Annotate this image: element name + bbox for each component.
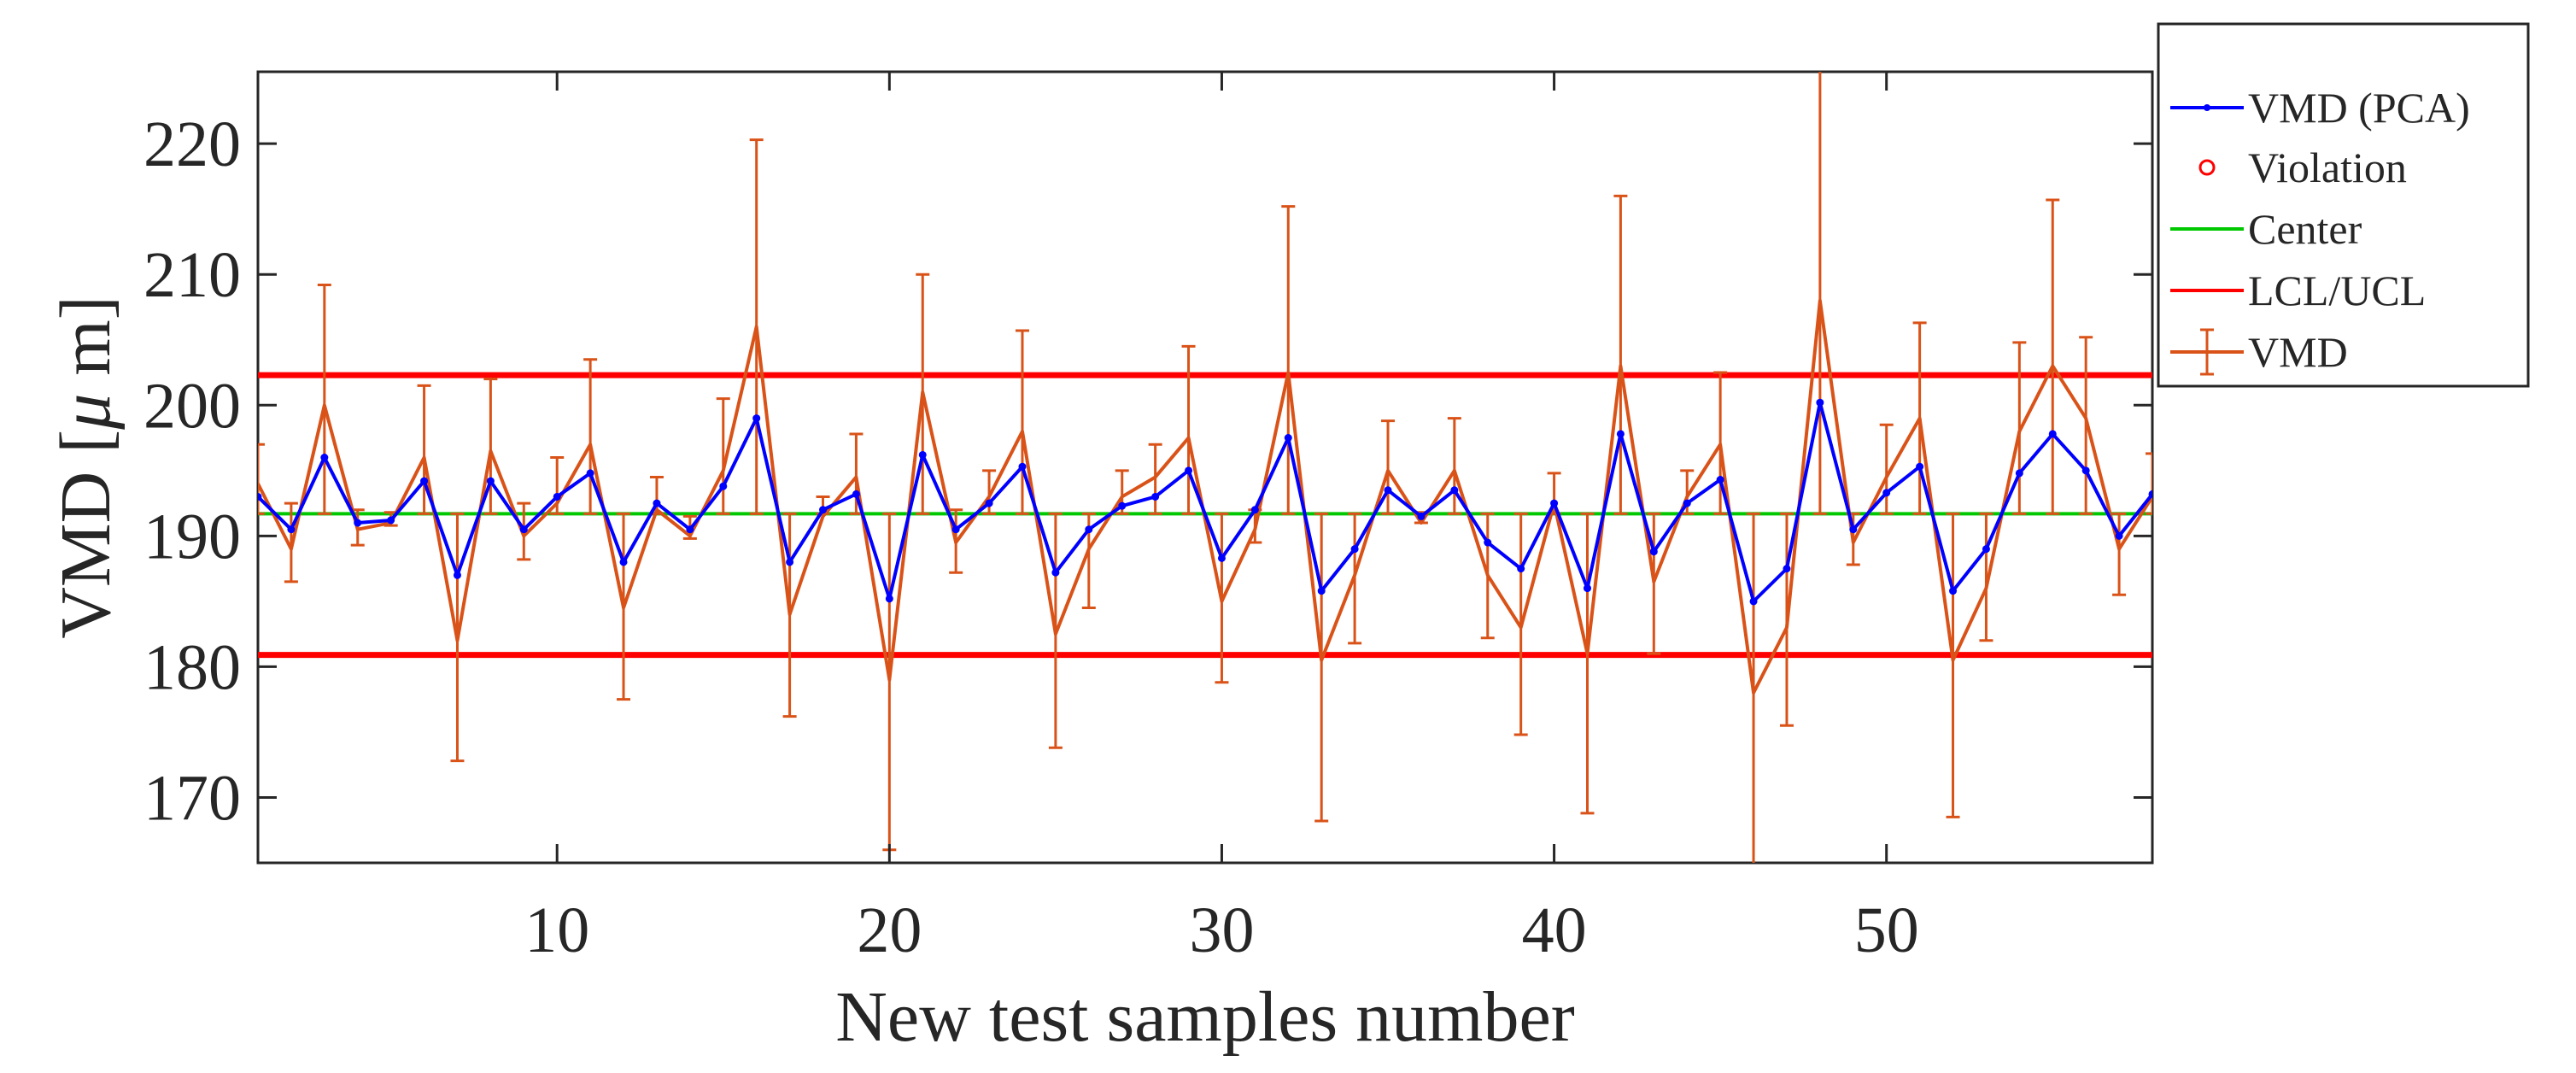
vmd-pca-point <box>2048 430 2057 438</box>
y-axis-label: VMD [μ m] <box>46 296 126 638</box>
vmd-pca-point <box>420 477 429 485</box>
vmd-pca-point <box>619 558 628 566</box>
vmd-series-line <box>258 298 2152 695</box>
vmd-pca-series-line <box>258 401 2152 603</box>
vmd-pca-point <box>1317 587 1326 595</box>
vmd-pca-point <box>1982 545 1990 554</box>
vmd-pca-point <box>486 477 495 485</box>
legend-label-center: Center <box>2248 205 2362 253</box>
legend-label-vmd: VMD <box>2248 328 2348 376</box>
vmd-pca-point <box>918 450 927 459</box>
y-axis-label-mu: μ <box>46 394 126 431</box>
legend-label-vmd-pca: VMD (PCA) <box>2248 84 2470 132</box>
vmd-pca-point <box>519 525 528 534</box>
y-tick-label: 180 <box>143 631 241 703</box>
vmd-pca-point <box>1350 545 1359 554</box>
vmd-pca-point <box>354 519 362 527</box>
vmd-pca-point <box>2081 466 2090 475</box>
vmd-pca-point <box>1649 548 1658 556</box>
y-tick-label: 200 <box>143 370 241 442</box>
x-tick-label: 40 <box>1522 894 1587 966</box>
vmd-pca-point <box>786 558 794 566</box>
vmd-pca-point <box>1250 506 1259 514</box>
vmd-pca-point <box>686 525 694 534</box>
vmd-pca-point <box>1517 565 1525 573</box>
vmd-pca-point <box>1085 525 1093 534</box>
vmd-pca-point <box>1151 492 1160 501</box>
y-tick-label: 170 <box>143 762 241 834</box>
vmd-pca-point <box>1450 486 1459 495</box>
vmd-pca-point <box>2115 531 2123 540</box>
vmd-pca-point <box>287 525 296 534</box>
vmd-pca-point <box>1683 499 1691 507</box>
vmd-pca-point <box>852 490 860 498</box>
legend-label-violation: Violation <box>2248 144 2407 191</box>
vmd-pca-point <box>1284 434 1292 443</box>
vmd-pca-point <box>1849 525 1858 534</box>
vmd-pca-point <box>985 499 993 507</box>
vmd-pca-point <box>258 492 262 501</box>
vmd-pca-point <box>1018 462 1027 471</box>
vmd-pca-point <box>1051 568 1060 577</box>
vmd-pca-point <box>1417 512 1426 520</box>
legend: VMD (PCA) Violation Center LCL/UCL VMD <box>2157 22 2530 388</box>
vmd-pca-point <box>1217 554 1226 562</box>
x-tick-label: 50 <box>1854 894 1919 966</box>
y-axis-label-prefix: VMD [ <box>46 430 126 639</box>
vmd-pca-point <box>752 414 761 423</box>
x-tick-label: 10 <box>524 894 589 966</box>
y-axis-label-suffix: m] <box>46 296 126 393</box>
x-axis-label: New test samples number <box>835 977 1574 1057</box>
vmd-pca-point <box>1949 587 1958 595</box>
vmd-pca-point <box>553 492 561 501</box>
vmd-pca-point <box>719 482 728 490</box>
vmd-pca-point <box>2148 490 2152 498</box>
vmd-pca-point <box>1616 430 1625 438</box>
vmd-pca-point <box>2015 469 2023 478</box>
vmd-pca-point <box>819 506 828 514</box>
vmd-pca-point <box>1882 489 1891 497</box>
vmd-pca-point <box>1550 499 1559 507</box>
x-tick-label: 30 <box>1189 894 1254 966</box>
y-tick-label: 220 <box>143 108 241 180</box>
vmd-pca-point <box>1716 476 1724 484</box>
vmd-pca-point <box>1185 466 1193 475</box>
vmd-pca-point <box>1816 398 1824 407</box>
vmd-pca-point <box>885 595 893 603</box>
vmd-pca-point <box>1484 538 1492 547</box>
vmd-pca-point <box>1749 597 1758 606</box>
vmd-pca-point <box>387 516 395 525</box>
vmd-pca-point <box>1583 584 1591 593</box>
legend-label-lcl-ucl: LCL/UCL <box>2248 267 2426 314</box>
x-tick-label: 20 <box>857 894 922 966</box>
vmd-pca-point <box>1916 462 1924 471</box>
vmd-pca-point <box>320 454 329 462</box>
vmd-pca-point <box>1118 501 1127 510</box>
vmd-pca-point <box>1783 565 1791 573</box>
plot-area <box>256 70 2154 865</box>
y-tick-label: 190 <box>143 501 241 572</box>
vmd-pca-point <box>586 469 594 478</box>
vmd-pca-point <box>1384 486 1392 495</box>
legend-marker-vmd-pca <box>2204 104 2210 111</box>
vmd-pca-point <box>951 525 960 534</box>
vmd-pca-point <box>453 571 461 579</box>
legend-box <box>2157 22 2530 388</box>
vmd-pca-point <box>653 499 661 507</box>
legend-marker-violation <box>2198 159 2216 176</box>
y-tick-label: 210 <box>143 239 241 311</box>
